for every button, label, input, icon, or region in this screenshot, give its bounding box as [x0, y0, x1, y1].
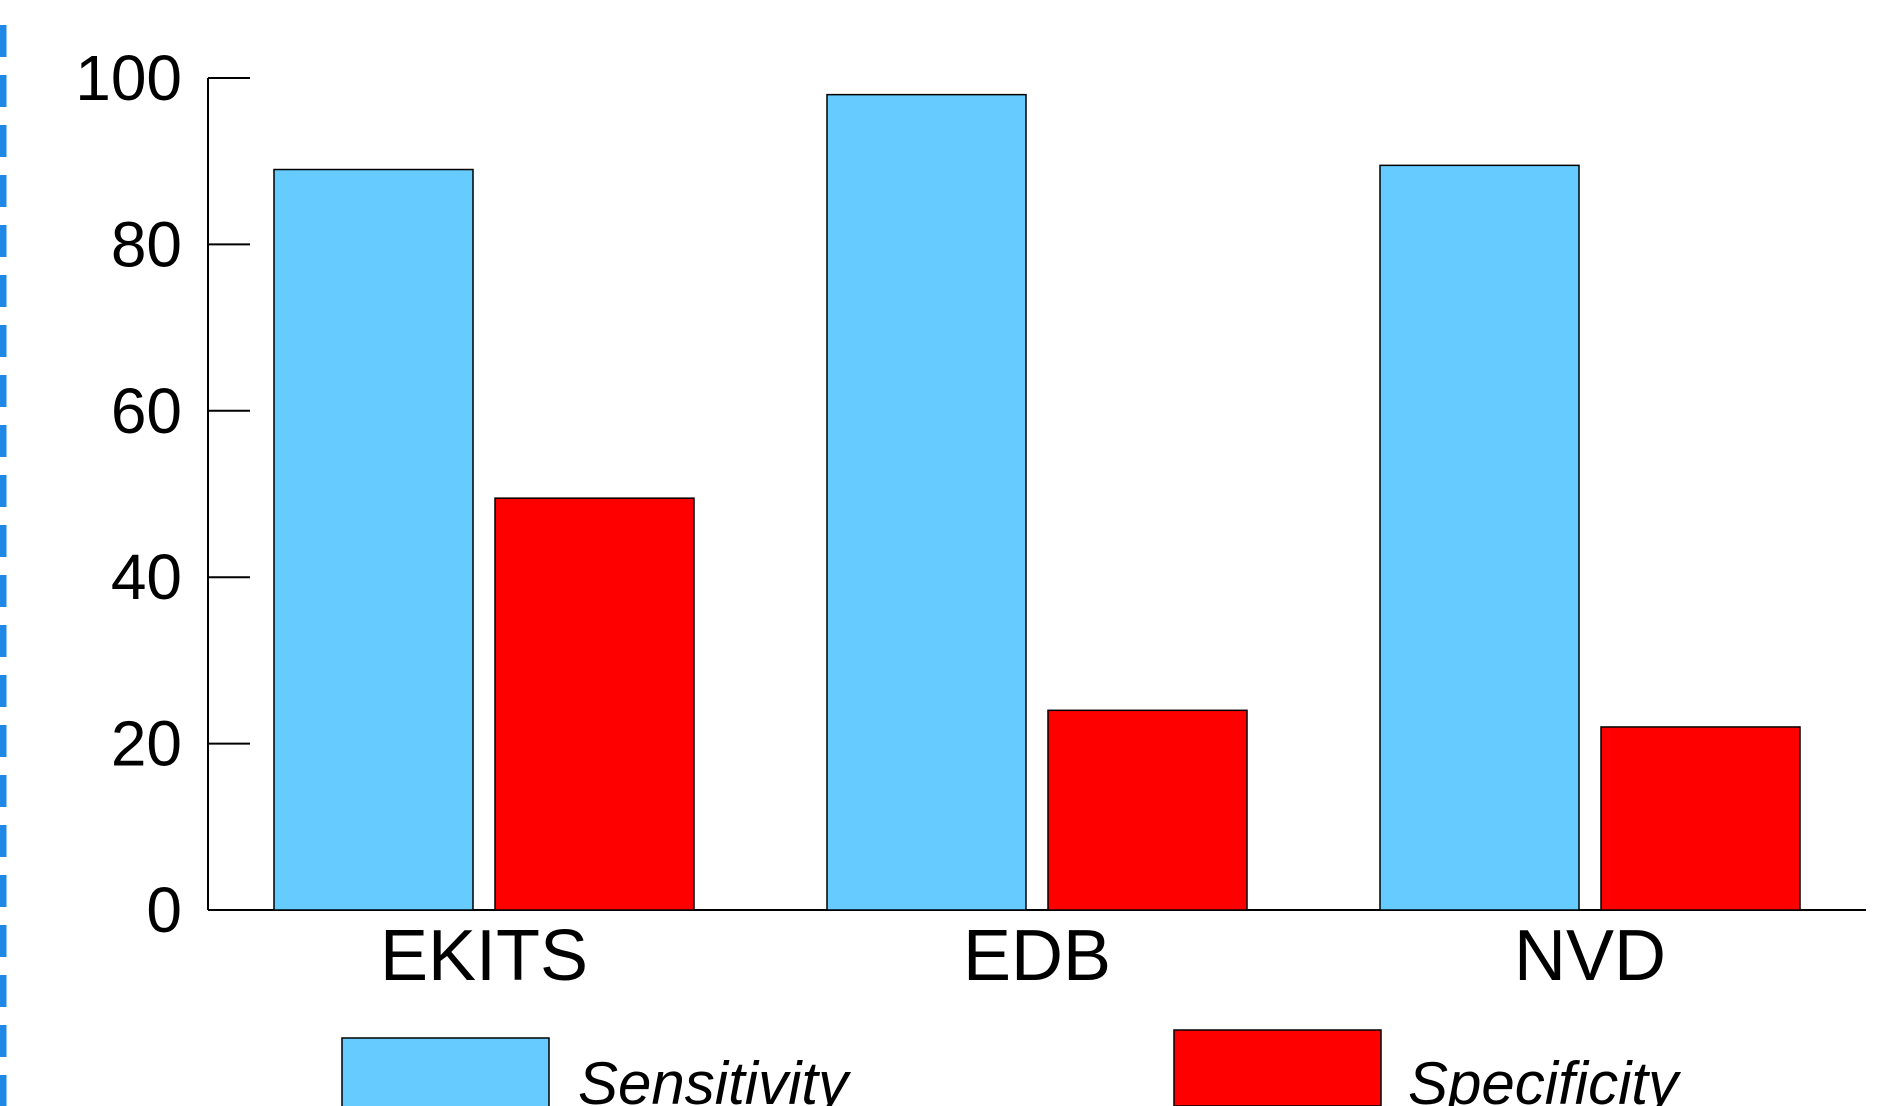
bar-specificity-edb	[1047, 709, 1248, 911]
x-category-label: EDB	[963, 916, 1111, 996]
bar-specificity-nvd	[1600, 726, 1801, 911]
legend-swatch-sensitivity	[341, 1037, 550, 1106]
y-tick-label: 100	[75, 42, 182, 114]
y-tick-label: 0	[146, 874, 182, 946]
category-labels: EKITS EDB NVD	[380, 916, 1666, 996]
bars	[273, 93, 1801, 911]
bar-sensitivity-ekits	[273, 168, 474, 911]
legend-swatch-specificity	[1173, 1029, 1382, 1106]
bar-sensitivity-edb	[826, 93, 1027, 911]
y-tick-label: 40	[111, 541, 182, 613]
x-category-label: NVD	[1514, 916, 1666, 996]
legend-label-sensitivity: Sensitivity	[578, 1050, 852, 1106]
bar-specificity-ekits	[494, 497, 695, 911]
x-category-label: EKITS	[380, 916, 588, 996]
legend: Sensitivity Specificity	[341, 1029, 1682, 1106]
bar-sensitivity-nvd	[1379, 164, 1580, 911]
legend-label-specificity: Specificity	[1408, 1050, 1682, 1106]
y-axis: 0 20 40 60 80 100	[75, 42, 250, 946]
y-tick-label: 60	[111, 375, 182, 447]
y-tick-label: 80	[111, 208, 182, 280]
y-tick-label: 20	[111, 708, 182, 780]
